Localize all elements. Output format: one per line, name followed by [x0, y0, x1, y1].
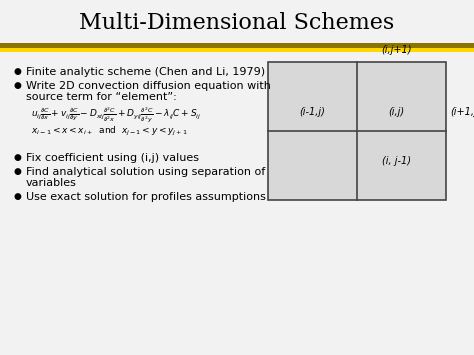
Text: (i,j): (i,j) [388, 107, 404, 117]
Bar [0, 48, 474, 52]
Text: source term for “element”:: source term for “element”: [26, 92, 177, 102]
Text: Use exact solution for profiles assumptions: Use exact solution for profiles assumpti… [26, 192, 266, 202]
Text: ●: ● [14, 81, 22, 90]
Text: (i-1,j): (i-1,j) [300, 107, 326, 117]
Text: $u_{ij}\frac{\partial C}{\partial x}+v_{ij}\frac{\partial C}{\partial y}-D_{xij}: $u_{ij}\frac{\partial C}{\partial x}+v_{… [31, 106, 201, 125]
Text: ●: ● [14, 153, 22, 162]
Bar [268, 62, 446, 200]
Text: ●: ● [14, 192, 22, 201]
Text: (i+1,j): (i+1,j) [450, 107, 474, 117]
Text: variables: variables [26, 178, 77, 188]
Bar [0, 43, 474, 48]
Text: Write 2D convection diffusion equation with: Write 2D convection diffusion equation w… [26, 81, 271, 91]
Text: (i,j+1): (i,j+1) [381, 45, 411, 55]
Text: Fix coefficient using (i,j) values: Fix coefficient using (i,j) values [26, 153, 199, 163]
Text: $x_{i-1} < x < x_{i+}$  and  $x_{j-1} < y < y_{j+1}$: $x_{i-1} < x < x_{i+}$ and $x_{j-1} < y … [31, 125, 188, 138]
Text: ●: ● [14, 167, 22, 176]
Text: Find analytical solution using separation of: Find analytical solution using separatio… [26, 167, 265, 177]
Text: Multi-Dimensional Schemes: Multi-Dimensional Schemes [79, 12, 395, 34]
Text: ●: ● [14, 67, 22, 76]
Bar [0, 52, 474, 54]
Text: Finite analytic scheme (Chen and Li, 1979): Finite analytic scheme (Chen and Li, 197… [26, 67, 265, 77]
Text: (i, j-1): (i, j-1) [382, 156, 410, 166]
